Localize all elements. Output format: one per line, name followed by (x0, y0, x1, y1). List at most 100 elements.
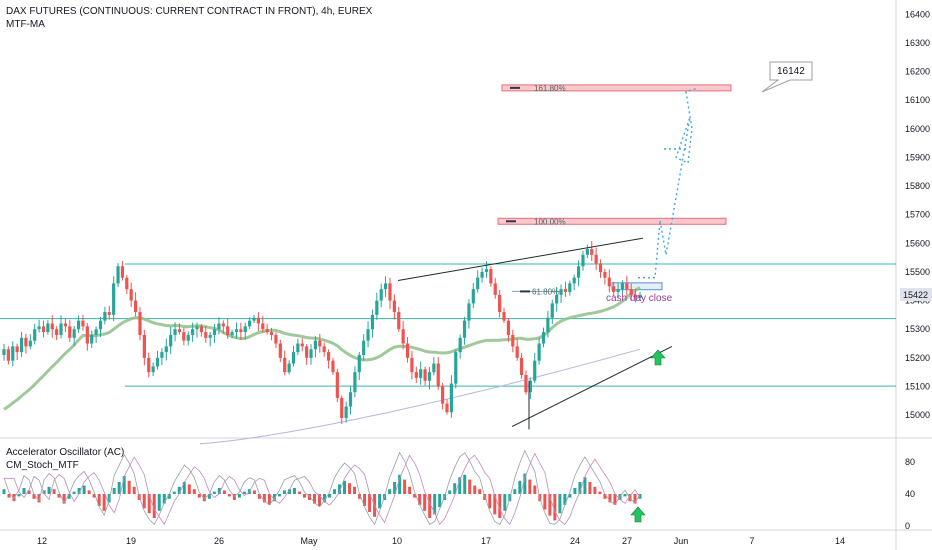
candle-body (541, 332, 546, 344)
candle-body (427, 372, 432, 381)
candle-body (269, 332, 274, 335)
ac-bar (52, 489, 56, 494)
ac-bar (633, 494, 637, 504)
target-callout[interactable]: 16142 (761, 61, 813, 93)
candle-body (230, 332, 234, 335)
ac-bar (523, 473, 527, 494)
candlesticks[interactable] (2, 240, 642, 425)
ac-bar (578, 482, 582, 494)
ac-bar (498, 494, 502, 518)
candle-body (375, 300, 379, 315)
candle-body (155, 357, 160, 367)
ac-bar (97, 494, 101, 506)
candle-body (15, 346, 19, 353)
candle-body (160, 352, 164, 358)
ac-bar (398, 474, 402, 494)
candle-body (234, 329, 239, 333)
ac-bar (152, 494, 156, 518)
candle-body (489, 269, 493, 284)
fibonacci-zones (497, 84, 732, 293)
ac-bar (117, 482, 121, 494)
candle-body (182, 332, 186, 341)
fib-zone (497, 217, 727, 225)
candle-body (274, 334, 278, 344)
candle-body (616, 289, 620, 292)
ac-bar (272, 494, 276, 502)
ac-bar (438, 494, 442, 508)
ac-bar (613, 494, 617, 505)
candle-body (344, 406, 348, 418)
ac-bar (323, 494, 327, 503)
ac-bar (413, 494, 417, 498)
price-tick-label: 15300 (905, 324, 930, 334)
candle-body (572, 277, 576, 284)
candle-body (581, 254, 585, 267)
candle-body (68, 326, 72, 338)
candle-body (81, 320, 85, 327)
oscillator-signal-arrow (630, 506, 646, 523)
oscillator-label-stoch: CM_Stoch_MTF (6, 460, 79, 471)
candle-body (533, 360, 537, 381)
ac-bar (27, 490, 31, 494)
ac-bar (408, 486, 412, 494)
ac-bar (513, 489, 517, 494)
price-tick-label: 15200 (905, 353, 930, 363)
time-tick-label: 26 (214, 536, 224, 546)
ac-bar (468, 479, 472, 494)
candle-body (50, 323, 54, 330)
candle-body (191, 329, 195, 335)
ac-bar (493, 494, 497, 515)
candle-body (63, 323, 68, 327)
candle-body (467, 303, 471, 321)
time-tick-label: Jun (674, 536, 689, 546)
candle-body (37, 326, 41, 330)
candle-body (217, 323, 221, 330)
candle-body (85, 326, 89, 344)
candle-body (454, 352, 458, 384)
ma-fast-line (3, 286, 641, 411)
ac-bar (588, 482, 592, 494)
candle-body (340, 397, 344, 418)
candle-body (594, 254, 598, 264)
price-tick-label: 16200 (905, 67, 930, 77)
ac-bar (242, 491, 246, 494)
candle-body (46, 323, 50, 333)
projection-path (638, 88, 697, 279)
candle-body (524, 375, 528, 393)
candle-body (559, 289, 563, 295)
ac-bar (448, 490, 452, 494)
ac-bar (378, 494, 382, 509)
candle-body (436, 363, 440, 387)
price-tick-label: 16400 (905, 9, 930, 19)
candle-body (585, 249, 589, 255)
candle-body (151, 366, 155, 373)
ac-bar (568, 494, 572, 498)
candle-body (142, 334, 146, 358)
ac-bar (292, 488, 296, 494)
candle-body (576, 266, 581, 278)
ac-bar (518, 480, 522, 494)
ac-bar (333, 489, 337, 494)
ac-bar (22, 488, 26, 494)
price-tick-label: 16300 (905, 38, 930, 48)
price-tick-label: 16000 (905, 124, 930, 134)
fib-100-label: 100.00% (534, 217, 566, 226)
ac-bar (147, 494, 151, 514)
ac-bar (157, 494, 161, 511)
ac-bar (182, 482, 186, 494)
candle-body (116, 266, 120, 284)
candle-body (366, 329, 370, 341)
candle-body (392, 300, 396, 313)
ac-bar (232, 494, 236, 500)
candle-body (537, 343, 541, 361)
ac-bar (122, 476, 126, 494)
ac-bar (252, 490, 256, 494)
time-tick-label: 14 (835, 536, 845, 546)
trend-lines[interactable] (397, 237, 673, 430)
candle-body (107, 312, 111, 315)
current-price-marker: 15422 (900, 288, 932, 301)
time-tick-label: 24 (570, 536, 580, 546)
symbol-title: DAX FUTURES (CONTINUOUS: CURRENT CONTRAC… (6, 6, 373, 17)
candle-body (138, 312, 142, 335)
